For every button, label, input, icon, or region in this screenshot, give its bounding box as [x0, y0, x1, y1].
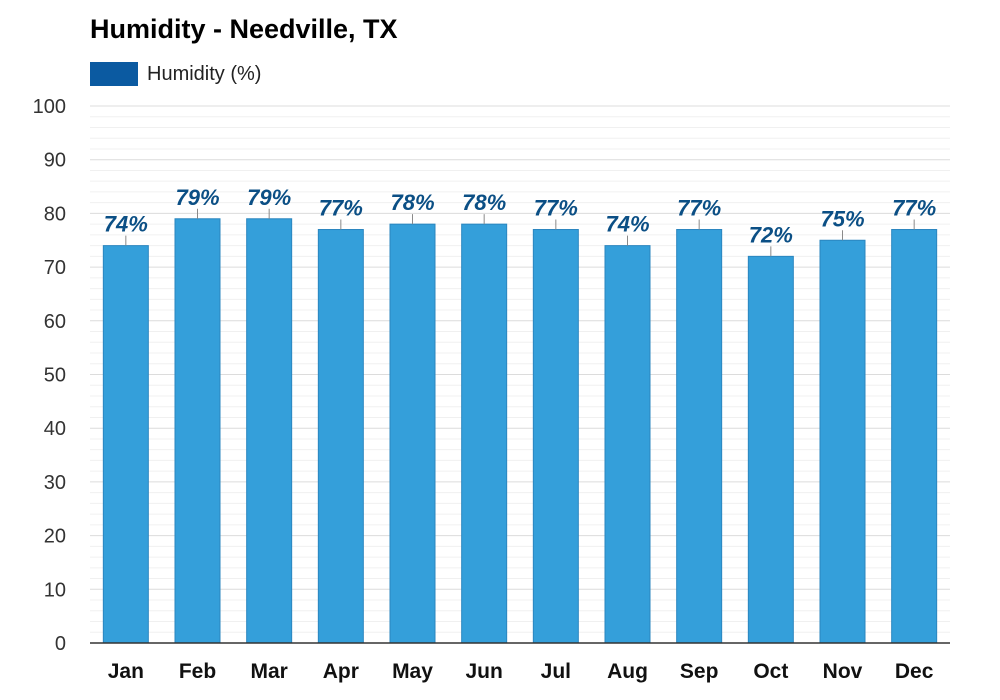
- bar-mar: [246, 218, 293, 644]
- legend: Humidity (%): [90, 60, 261, 88]
- x-tick-label: Sep: [680, 660, 719, 683]
- data-label: 77%: [892, 196, 936, 221]
- grid-lines: 0 10 20 30 40 50 60 70 80 90 100: [33, 96, 950, 655]
- bar-apr: [317, 229, 364, 644]
- data-label: 74%: [605, 212, 649, 237]
- bar-oct: [747, 255, 794, 644]
- data-label: 77%: [319, 196, 363, 221]
- y-tick-label: 20: [44, 526, 66, 548]
- y-tick-label: 10: [44, 579, 66, 601]
- bar-may: [389, 223, 436, 644]
- bar-aug: [604, 245, 651, 644]
- x-tick-label: Jan: [108, 660, 144, 683]
- bars: [102, 218, 938, 644]
- y-tick-label: 50: [44, 365, 66, 387]
- x-tick-label: May: [392, 660, 433, 683]
- data-label: 75%: [820, 206, 864, 231]
- data-label: 78%: [390, 190, 434, 215]
- data-label: 72%: [749, 222, 793, 247]
- x-tick-label: Feb: [179, 660, 216, 683]
- data-labels: 74% 79% 79% 77% 78% 78% 77% 74% 77% 72% 75% 77%: [104, 185, 936, 257]
- y-tick-label: 100: [33, 96, 66, 118]
- y-tick-label: 60: [44, 311, 66, 333]
- bar-jan: [102, 245, 149, 644]
- bar-dec: [891, 229, 938, 644]
- y-tick-label: 80: [44, 203, 66, 225]
- x-tick-label: Mar: [250, 660, 287, 683]
- data-label: 74%: [104, 212, 148, 237]
- y-tick-label: 90: [44, 150, 66, 172]
- legend-label: Humidity (%): [147, 62, 262, 85]
- bar-jun: [461, 223, 508, 644]
- chart-title: Humidity - Needville, TX: [90, 14, 398, 44]
- x-tick-label: Dec: [895, 660, 934, 683]
- bar-jul: [532, 229, 579, 644]
- x-tick-label: Nov: [823, 660, 863, 683]
- bar-sep: [676, 229, 723, 644]
- x-axis: Jan Feb Mar Apr May Jun Jul Aug Sep Oct Nov Dec: [90, 642, 950, 683]
- data-label: 77%: [677, 196, 721, 221]
- x-tick-label: Apr: [323, 660, 359, 683]
- y-tick-label: 70: [44, 257, 66, 279]
- y-tick-label: 0: [55, 633, 66, 655]
- bar-nov: [819, 239, 866, 644]
- data-label: 79%: [175, 185, 219, 210]
- y-tick-label: 40: [44, 418, 66, 440]
- x-tick-label: Aug: [607, 660, 648, 683]
- x-tick-label: Jun: [465, 660, 502, 683]
- data-label: 77%: [534, 196, 578, 221]
- x-tick-label: Oct: [753, 660, 788, 683]
- data-label: 79%: [247, 185, 291, 210]
- bar-feb: [174, 218, 221, 644]
- x-tick-label: Jul: [541, 660, 571, 683]
- y-tick-label: 30: [44, 472, 66, 494]
- legend-swatch: [90, 62, 138, 86]
- data-label: 78%: [462, 190, 506, 215]
